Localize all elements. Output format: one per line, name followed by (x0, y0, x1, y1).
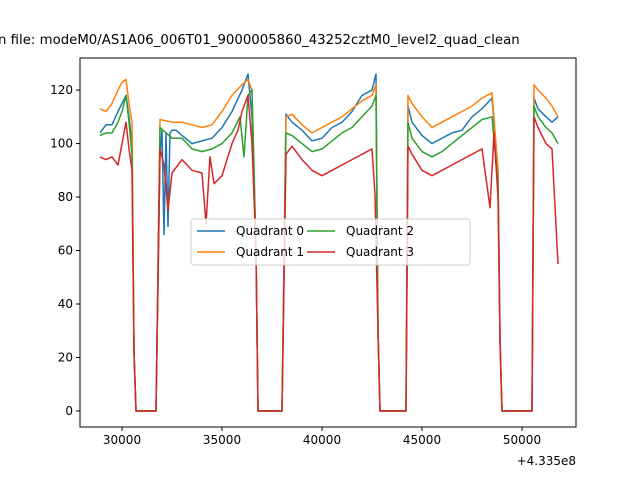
legend: Quadrant 0 Quadrant 1 Quadrant 2 Quadrant 3 (190, 218, 471, 266)
x-tick-label: 30000 (103, 433, 141, 447)
y-tick-label: 100 (50, 137, 73, 151)
x-tick-label: 35000 (203, 433, 241, 447)
x-tick-label: 45000 (403, 433, 441, 447)
y-tick-label: 80 (58, 190, 73, 204)
axes-frame (79, 57, 577, 428)
x-axis: 30000 35000 40000 45000 50000 (103, 427, 541, 447)
series-lines (99, 73, 559, 412)
y-tick-label: 120 (50, 83, 73, 97)
legend-label-quadrant-2: Quadrant 2 (346, 224, 414, 238)
series-line-quadrant-3 (99, 94, 559, 412)
legend-label-quadrant-1: Quadrant 1 (236, 245, 304, 259)
legend-label-quadrant-0: Quadrant 0 (236, 224, 304, 238)
x-tick-label: 40000 (303, 433, 341, 447)
legend-box (190, 218, 471, 266)
y-tick-label: 20 (58, 350, 73, 364)
x-tick-label: 50000 (503, 433, 541, 447)
y-tick-label: 40 (58, 297, 73, 311)
y-axis: 0 20 40 60 80 100 120 (50, 83, 80, 418)
legend-label-quadrant-3: Quadrant 3 (346, 245, 414, 259)
y-tick-label: 60 (58, 244, 73, 258)
chart-title: n file: modeM0/AS1A06_006T01_9000005860_… (0, 33, 520, 48)
y-tick-label: 0 (65, 404, 73, 418)
x-offset-label: +4.335e8 (517, 454, 576, 468)
